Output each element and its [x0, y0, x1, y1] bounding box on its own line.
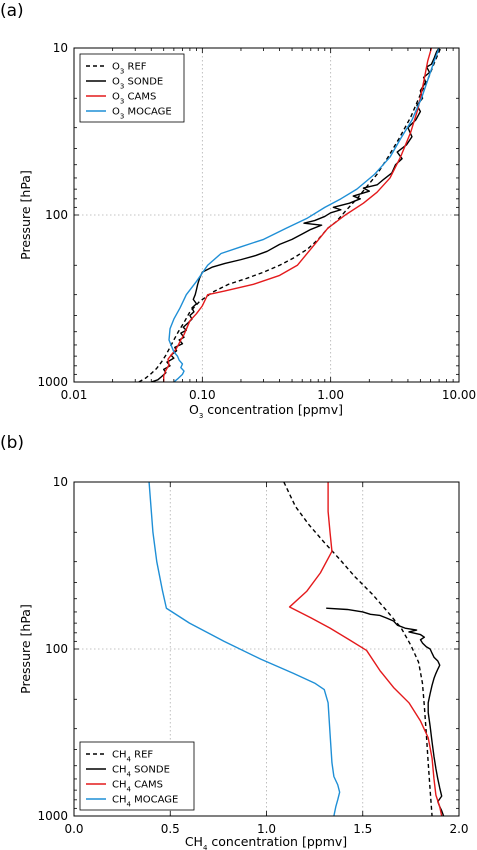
panel-a-ticks: 0.01 0.10 1.00 10.00 10 100 1000: [37, 41, 476, 402]
legend-entry-prefix: O: [112, 107, 120, 118]
legend-entry-prefix: O: [112, 62, 120, 73]
panel-a-y-tick-label: 1000: [37, 375, 68, 389]
legend-entry-subscript: 4: [127, 771, 132, 779]
panel-a-x-tick-label: 0.10: [189, 388, 216, 402]
legend-entry-subscript: 3: [120, 83, 124, 91]
panel-b-legend-entry: CH4 MOCAGE: [112, 795, 178, 809]
panel-a-legend-entry: O3 CAMS: [112, 92, 156, 106]
panel-a-x-axis-label-subscript: 3: [199, 412, 203, 420]
legend-entry-subscript: 4: [127, 801, 132, 809]
panel-b-y-tick-label: 100: [45, 642, 68, 656]
legend-entry-rest: MOCAGE: [124, 107, 171, 118]
panel-b-x-axis-label-prefix: CH: [185, 834, 203, 849]
panel-b-x-axis-label: CH4 concentration [ppmv]: [185, 834, 347, 850]
panel-a-y-axis-label: Pressure [hPa]: [18, 170, 33, 260]
legend-entry-prefix: CH: [112, 750, 127, 761]
panel-a-x-axis-label-rest: concentration [ppmv]: [203, 402, 343, 417]
panel-b-series: [148, 482, 445, 816]
panel-b-x-tick-label: 0.5: [161, 822, 180, 836]
panel-b-y-tick-label: 10: [53, 475, 68, 489]
legend-entry-prefix: O: [112, 77, 120, 88]
panel-b-y-axis-label: Pressure [hPa]: [18, 604, 33, 694]
legend-entry-subscript: 4: [127, 786, 132, 794]
panel-b-x-tick-label: 1.0: [257, 822, 276, 836]
panel-b-legend-entry: CH4 SONDE: [112, 765, 170, 779]
panel-a-y-tick-label: 10: [53, 41, 68, 55]
panel-a-x-tick-label: 0.01: [61, 388, 88, 402]
legend-entry-rest: CAMS: [131, 780, 163, 791]
panel-b-legend-entry: CH4 REF: [112, 750, 153, 764]
panel-b-series-line-cams: [288, 482, 443, 816]
panel-b-x-tick-label: 2.0: [449, 822, 468, 836]
legend-entry-rest: CAMS: [124, 92, 156, 103]
panel-b-legend-entry: CH4 CAMS: [112, 780, 163, 794]
panel-b-x-tick-label: 0.0: [64, 822, 83, 836]
legend-entry-prefix: CH: [112, 795, 127, 806]
panel-b-y-tick-label: 1000: [37, 809, 68, 823]
legend-entry-subscript: 3: [120, 68, 124, 76]
panel-a-ozone-profile: (a) 0.01 0.10 1.00 10.00 10 100 1000 Pressure …: [0, 1, 476, 420]
panel-b-label: (b): [0, 433, 24, 453]
panel-a-y-tick-label: 100: [45, 208, 68, 222]
panel-b-series-line-ref: [283, 482, 433, 816]
panel-b-ticks: 0.0 0.5 1.0 1.5 2.0 10 100 1000: [37, 475, 468, 836]
panel-b-series-line-sonde: [326, 607, 445, 816]
legend-entry-prefix: O: [112, 92, 120, 103]
panel-a-x-axis-label: O3 concentration [ppmv]: [189, 402, 343, 420]
panel-a-series-line-ref: [138, 48, 442, 382]
panel-a-legend-entry: O3 REF: [112, 62, 147, 76]
legend-entry-subscript: 3: [120, 113, 124, 121]
legend-entry-subscript: 4: [127, 756, 132, 764]
panel-b-x-axis-label-rest: concentration [ppmv]: [207, 834, 347, 849]
panel-a-series-line-sonde: [151, 48, 440, 382]
panel-a-legend-entry: O3 SONDE: [112, 77, 163, 91]
legend-entry-rest: SONDE: [124, 77, 163, 88]
panel-b-grid: [74, 482, 459, 816]
legend-entry-prefix: CH: [112, 765, 127, 776]
panel-a-series: [138, 48, 442, 382]
panel-a-x-axis-label-prefix: O: [189, 402, 199, 417]
legend-entry-rest: REF: [124, 62, 146, 73]
panel-a-x-tick-label: 1.00: [317, 388, 344, 402]
legend-entry-prefix: CH: [112, 780, 127, 791]
panel-b-legend-box: [79, 741, 195, 811]
panel-b-series-line-mocage: [148, 482, 341, 816]
panel-b-x-axis-label-subscript: 4: [203, 844, 208, 850]
legend-entry-rest: MOCAGE: [131, 795, 178, 806]
panel-a-grid: [74, 48, 459, 382]
legend-entry-rest: SONDE: [131, 765, 170, 776]
panel-a-x-tick-label: 10.00: [442, 388, 476, 402]
panel-a-series-line-cams: [163, 48, 433, 382]
panel-a-label: (a): [0, 1, 24, 21]
panel-b-methane-profile: (b) 0.0 0.5 1.0 1.5 2.0 10 100 1000 Pressure [h…: [0, 433, 469, 850]
panel-a-series-line-mocage: [168, 48, 440, 382]
panel-a-legend-entry: O3 MOCAGE: [112, 107, 172, 121]
legend-entry-rest: REF: [131, 750, 153, 761]
panel-b-x-tick-label: 1.5: [353, 822, 372, 836]
legend-entry-subscript: 3: [120, 98, 124, 106]
